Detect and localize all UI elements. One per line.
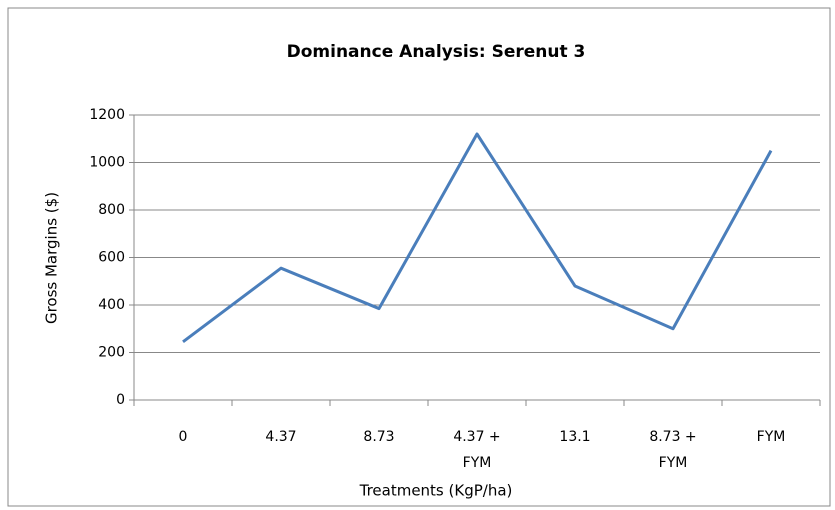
x-tick-label: 4.37	[265, 429, 296, 445]
y-tick-label: 600	[98, 250, 125, 266]
y-tick-label: 1200	[89, 107, 125, 123]
y-axis-title: Gross Margins ($)	[43, 192, 61, 324]
chart-title: Dominance Analysis: Serenut 3	[287, 42, 586, 62]
x-tick-label: 13.1	[559, 429, 590, 445]
x-tick-label: 8.73	[363, 429, 394, 445]
x-axis-title: Treatments (KgP/ha)	[359, 482, 513, 500]
y-tick-label: 0	[116, 392, 125, 408]
data-line	[182, 132, 773, 344]
x-tick-label: FYM	[757, 429, 786, 445]
y-tick-label: 800	[98, 202, 125, 218]
y-tick-label: 1000	[89, 155, 125, 171]
y-tick-label: 400	[98, 297, 125, 313]
y-tick-label: 200	[98, 345, 125, 361]
x-tick-label: 4.37 + FYM	[453, 429, 500, 471]
x-tick-label: 0	[179, 429, 188, 445]
x-tick-label: 8.73 + FYM	[649, 429, 696, 471]
